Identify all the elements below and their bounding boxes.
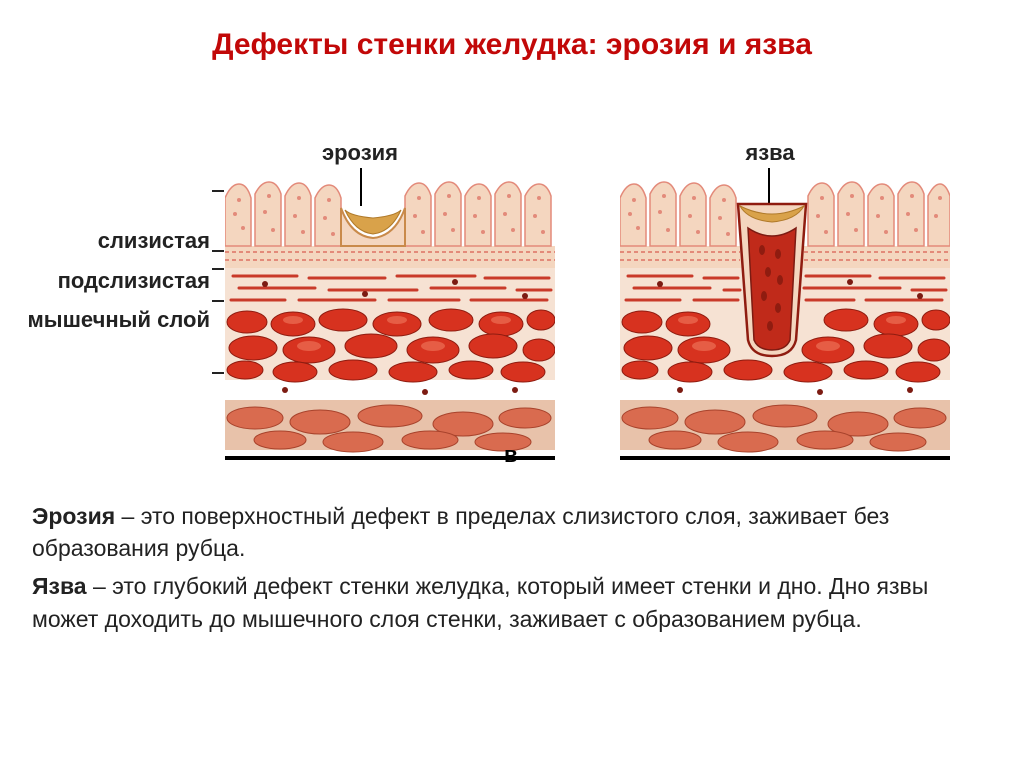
ulcer-diagram bbox=[620, 180, 950, 460]
ulcer-label-text: язва bbox=[745, 140, 794, 165]
muscular-label: мышечный слой bbox=[0, 308, 210, 332]
mucosa-label: слизистая bbox=[0, 228, 210, 254]
tick bbox=[212, 190, 224, 192]
erosion-label: эрозия bbox=[300, 140, 420, 166]
diagram-area: эрозия язва слизистая подслизистая мышеч… bbox=[0, 140, 1024, 460]
tick bbox=[212, 300, 224, 302]
definitions-block: Эрозия – это поверхностный дефект в пред… bbox=[32, 500, 992, 641]
subfigure-letter: в bbox=[504, 442, 518, 468]
erosion-def-text: – это поверхностный дефект в пределах сл… bbox=[32, 503, 889, 561]
ulcer-term: Язва bbox=[32, 573, 87, 599]
page-title: Дефекты стенки желудка: эрозия и язва bbox=[0, 28, 1024, 62]
tick bbox=[212, 268, 224, 270]
tick bbox=[212, 250, 224, 252]
ulcer-def-text: – это глубокий дефект стенки желудка, ко… bbox=[32, 573, 928, 631]
erosion-diagram bbox=[225, 180, 555, 460]
ulcer-label: язва bbox=[720, 140, 820, 166]
mucosa-label-text: слизистая bbox=[98, 228, 210, 253]
ulcer-definition: Язва – это глубокий дефект стенки желудк… bbox=[32, 570, 992, 634]
erosion-definition: Эрозия – это поверхностный дефект в пред… bbox=[32, 500, 992, 564]
submucosa-label: подслизистая bbox=[0, 268, 210, 294]
subfigure-letter-text: в bbox=[504, 442, 518, 467]
tick bbox=[212, 372, 224, 374]
erosion-term: Эрозия bbox=[32, 503, 115, 529]
erosion-label-text: эрозия bbox=[322, 140, 398, 165]
title-text: Дефекты стенки желудка: эрозия и язва bbox=[212, 28, 812, 61]
submucosa-label-text: подслизистая bbox=[58, 268, 210, 293]
muscular-label-text: мышечный слой bbox=[28, 307, 210, 332]
